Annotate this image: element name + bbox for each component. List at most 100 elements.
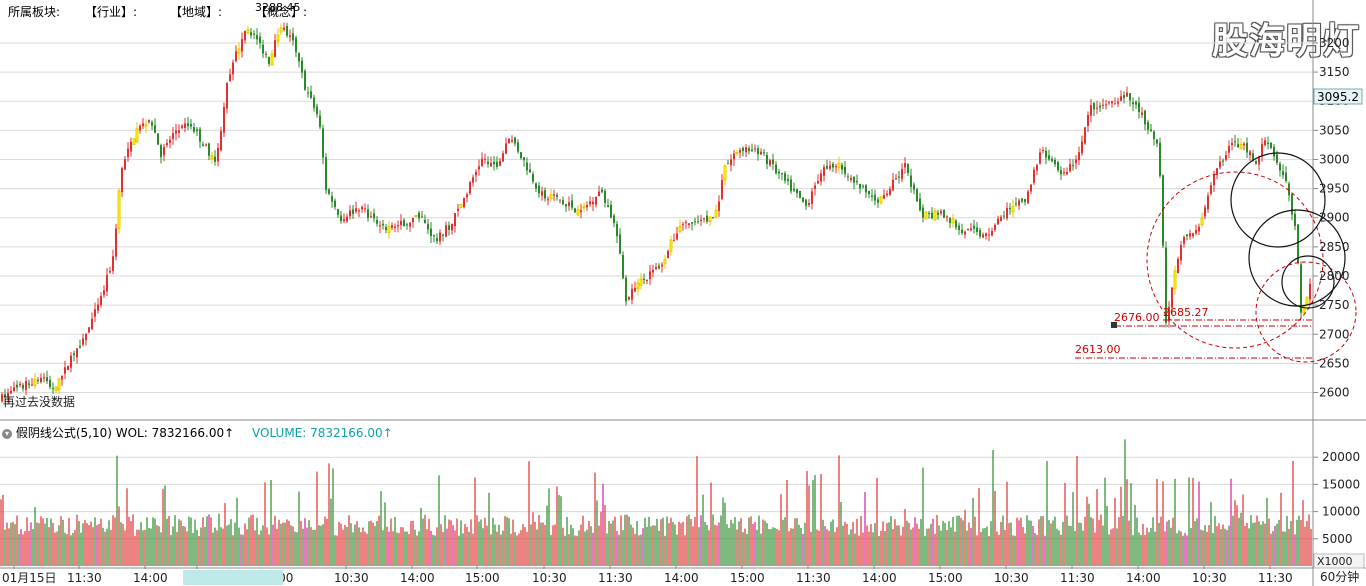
- time-tick-label: 11:30: [67, 571, 102, 585]
- price-tick-label: 2600: [1319, 386, 1350, 400]
- candle-body: [1183, 237, 1185, 244]
- candle-body: [229, 74, 231, 82]
- industry-label[interactable]: 【行业】:: [85, 5, 138, 19]
- candle-body: [208, 143, 210, 156]
- candle-body: [1173, 270, 1177, 290]
- candle-body: [829, 165, 831, 169]
- price-axis-labels: 2600 2650 2700 2750 2800 2850 2900 2950 3000 3050…: [1313, 36, 1350, 400]
- candle-body: [1198, 226, 1200, 232]
- candle-body: [751, 149, 753, 152]
- candle-body: [103, 290, 105, 295]
- volume-unit-label: X1000: [1317, 555, 1353, 568]
- candle-body: [160, 145, 162, 157]
- black-circle-top[interactable]: [1230, 152, 1326, 248]
- candle-body: [475, 171, 477, 176]
- candle-body: [214, 156, 216, 162]
- candle-body: [592, 201, 594, 205]
- price-tag-box: [1313, 88, 1363, 105]
- red-dashed-circle-small[interactable]: [1255, 261, 1357, 363]
- black-circle-small[interactable]: [1281, 255, 1335, 309]
- candle-body: [193, 127, 195, 132]
- candle-body: [1111, 101, 1113, 104]
- candle-body: [511, 139, 513, 142]
- candle-body: [472, 177, 474, 183]
- candle-body: [778, 171, 780, 174]
- candle-body: [144, 124, 148, 127]
- red-dashed-circle-large[interactable]: [1146, 171, 1324, 349]
- candle-body: [276, 34, 280, 42]
- candle-body: [1228, 146, 1230, 153]
- candle-body: [1294, 213, 1296, 227]
- candle-body: [757, 148, 759, 155]
- candle-body: [850, 177, 852, 181]
- candle-body: [931, 212, 933, 219]
- price-tick-label: 2700: [1319, 327, 1350, 341]
- candle-body: [409, 222, 411, 227]
- candle-body: [847, 176, 849, 178]
- candle-body: [199, 129, 201, 142]
- region-label[interactable]: 【地域】:: [170, 5, 223, 19]
- candle-body: [132, 138, 136, 146]
- candle-body: [49, 379, 51, 387]
- concept-label[interactable]: 【概念】:: [255, 5, 308, 19]
- candle-body: [469, 182, 471, 194]
- candle-body: [853, 176, 855, 183]
- candle-body: [547, 199, 549, 201]
- indicator-toggle-icon[interactable]: ▾: [2, 428, 12, 439]
- candle-body: [387, 226, 391, 234]
- candle-body: [877, 199, 879, 203]
- candle-body: [526, 162, 528, 171]
- candle-body: [940, 210, 942, 214]
- candle-body: [1204, 207, 1206, 217]
- candle-body: [112, 256, 114, 271]
- candle-body: [253, 33, 255, 35]
- price-tag: 3095.2: [1317, 90, 1359, 104]
- candle-body: [1120, 96, 1122, 101]
- candles: [1, 22, 1311, 403]
- candle-body: [1213, 174, 1215, 186]
- candle-body: [166, 143, 168, 146]
- candle-body: [268, 57, 270, 64]
- time-tick-label: 14:00: [862, 571, 897, 585]
- time-tick-label: 14:00: [400, 571, 435, 585]
- candle-body: [1018, 200, 1020, 206]
- price-tick-label: 2750: [1319, 298, 1350, 312]
- candle-body: [352, 209, 354, 214]
- unit-box: [1313, 553, 1365, 569]
- candle-body: [508, 138, 510, 144]
- candle-body: [1033, 169, 1035, 183]
- candle-body: [718, 201, 720, 211]
- candle-body: [910, 175, 912, 187]
- candle-body: [625, 277, 627, 302]
- candle-body: [895, 178, 897, 180]
- candle-body: [922, 207, 924, 218]
- candle-body: [1057, 161, 1059, 171]
- candle-body: [205, 144, 207, 146]
- candle-body: [1066, 172, 1068, 175]
- annotation-2685: 2685.27: [1163, 306, 1209, 319]
- candle-body: [706, 215, 708, 222]
- price-tick-label: 2950: [1319, 182, 1350, 196]
- period-label[interactable]: 60分钟: [1320, 569, 1359, 584]
- candle-body: [148, 120, 150, 123]
- candle-body: [1180, 245, 1182, 261]
- candle-body: [832, 163, 834, 168]
- candle-body: [142, 123, 144, 127]
- candle-body: [1210, 185, 1212, 194]
- indicator-label[interactable]: 假阴线公式(5,10): [15, 426, 112, 440]
- volume-tick-label: 20000: [1322, 450, 1360, 464]
- candle-body: [13, 387, 15, 392]
- candle-body: [574, 208, 576, 213]
- candle-body: [454, 213, 456, 227]
- candle-body: [1216, 168, 1218, 175]
- candle-body: [1246, 142, 1248, 153]
- candle-body: [382, 223, 384, 226]
- volume-axis-labels: 5000 10000 15000 20000: [1313, 450, 1360, 546]
- candle-body: [549, 194, 553, 199]
- candle-body: [1255, 160, 1257, 164]
- candle-body: [127, 148, 129, 158]
- candle-body: [655, 267, 657, 270]
- candle-body: [304, 70, 306, 90]
- anchor-handle[interactable]: [1111, 322, 1117, 328]
